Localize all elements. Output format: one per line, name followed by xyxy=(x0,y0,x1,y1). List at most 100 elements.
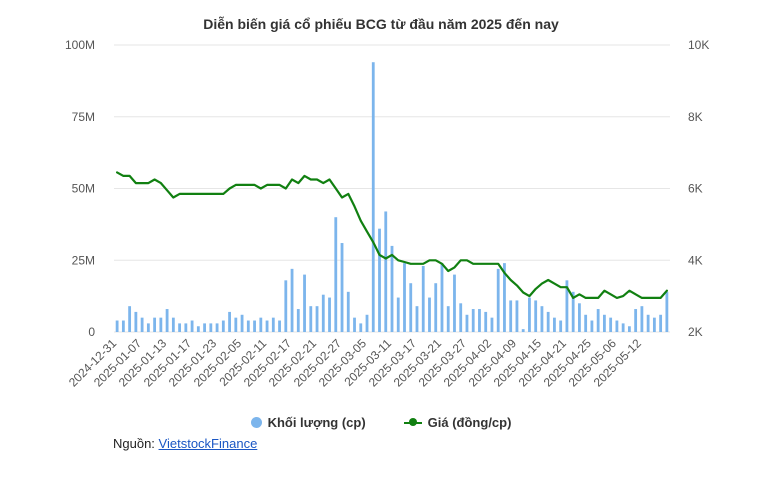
volume-bar xyxy=(627,326,631,332)
source-note: Nguồn: VietstockFinance xyxy=(113,436,257,451)
volume-bar xyxy=(190,320,194,332)
volume-bar xyxy=(602,314,606,332)
legend-item-price[interactable]: Giá (đồng/cp) xyxy=(403,415,512,430)
volume-bar xyxy=(334,217,338,332)
volume-bar xyxy=(365,314,369,332)
price-swatch-icon xyxy=(403,417,422,428)
y-left-tick-label: 75M xyxy=(72,110,95,124)
volume-bar xyxy=(309,306,313,332)
volume-bar xyxy=(652,317,656,332)
volume-bar xyxy=(428,297,431,332)
volume-bar xyxy=(328,297,331,332)
volume-bar xyxy=(315,306,319,332)
chart-title: Diễn biến giá cổ phiếu BCG từ đầu năm 20… xyxy=(203,16,559,32)
volume-bar xyxy=(265,320,269,332)
volume-bar xyxy=(346,291,350,332)
volume-bar xyxy=(540,306,544,332)
volume-bar xyxy=(128,306,132,332)
volume-bar xyxy=(515,300,519,332)
volume-bar xyxy=(446,306,450,332)
volume-bar xyxy=(609,317,613,332)
volume-bar xyxy=(421,265,425,332)
volume-bar xyxy=(434,283,438,332)
volume-bar xyxy=(234,317,238,332)
volume-bar xyxy=(184,323,188,332)
y-right-tick-label: 10K xyxy=(688,38,709,52)
volume-bar xyxy=(465,314,469,332)
volume-bar xyxy=(509,300,513,332)
volume-bar xyxy=(203,323,206,332)
volume-bar xyxy=(665,291,669,332)
volume-bar xyxy=(390,245,394,332)
volume-bar xyxy=(484,311,488,332)
y-right-tick-label: 8K xyxy=(688,110,703,124)
volume-bar xyxy=(553,317,556,332)
y-right-tick-label: 2K xyxy=(688,325,703,339)
volume-bar xyxy=(534,300,538,332)
volume-bar xyxy=(596,309,600,332)
volume-bar xyxy=(471,309,475,332)
volume-bar xyxy=(571,291,575,332)
y-right-tick-label: 6K xyxy=(688,182,703,196)
volume-bar xyxy=(290,268,294,332)
volume-bar xyxy=(415,306,419,332)
volume-bar xyxy=(259,317,263,332)
volume-bar xyxy=(253,320,256,332)
volume-bar xyxy=(134,311,138,332)
volume-bar xyxy=(271,317,275,332)
volume-bar xyxy=(409,283,413,332)
volume-bar xyxy=(303,274,306,332)
volume-bar xyxy=(240,314,244,332)
volume-bar xyxy=(165,309,169,332)
volume-bar xyxy=(490,317,494,332)
volume-bar xyxy=(584,314,588,332)
volume-bar xyxy=(296,309,300,332)
volume-bar xyxy=(246,320,250,332)
volume-bar xyxy=(640,306,644,332)
volume-bar xyxy=(115,320,119,332)
volume-bar xyxy=(278,320,281,332)
source-link[interactable]: VietstockFinance xyxy=(158,436,258,451)
volume-bar xyxy=(359,323,363,332)
volume-bar xyxy=(221,320,225,332)
volume-bar xyxy=(209,323,213,332)
volume-bar xyxy=(146,323,150,332)
volume-bar xyxy=(396,297,400,332)
volume-bar xyxy=(171,317,175,332)
legend-price-label: Giá (đồng/cp) xyxy=(427,415,512,430)
volume-bar xyxy=(378,228,381,332)
volume-bar xyxy=(659,314,663,332)
volume-bar xyxy=(453,274,456,332)
volume-bar xyxy=(646,314,650,332)
volume-bar xyxy=(340,243,344,332)
volume-bar xyxy=(353,317,356,332)
volume-bar xyxy=(578,303,581,332)
volume-bar xyxy=(228,311,231,332)
legend-volume-label: Khối lượng (cp) xyxy=(267,415,366,430)
volume-bar xyxy=(440,263,444,332)
volume-bar xyxy=(615,320,619,332)
volume-bar xyxy=(496,268,500,332)
y-right-tick-label: 4K xyxy=(688,253,703,267)
price-line xyxy=(115,171,669,299)
volume-bar xyxy=(403,263,406,332)
volume-bar xyxy=(521,329,525,332)
legend-item-volume[interactable]: Khối lượng (cp) xyxy=(250,415,366,430)
y-left-tick-label: 25M xyxy=(72,253,95,267)
volume-bar xyxy=(621,323,625,332)
chart-legend: Khối lượng (cp) Giá (đồng/cp) xyxy=(0,415,762,430)
volume-bar xyxy=(140,317,144,332)
volume-bar xyxy=(546,311,550,332)
volume-bar xyxy=(321,294,325,332)
volume-bar xyxy=(565,280,569,332)
volume-bar xyxy=(159,317,163,332)
volume-bar xyxy=(459,303,463,332)
y-left-tick-label: 0 xyxy=(88,325,95,339)
volume-bar xyxy=(590,320,594,332)
volume-bar xyxy=(284,280,288,332)
volume-bar xyxy=(478,309,481,332)
volume-bar xyxy=(215,323,219,332)
source-label: Nguồn: xyxy=(113,436,155,451)
volume-bar xyxy=(528,297,531,332)
volume-bar xyxy=(559,320,563,332)
